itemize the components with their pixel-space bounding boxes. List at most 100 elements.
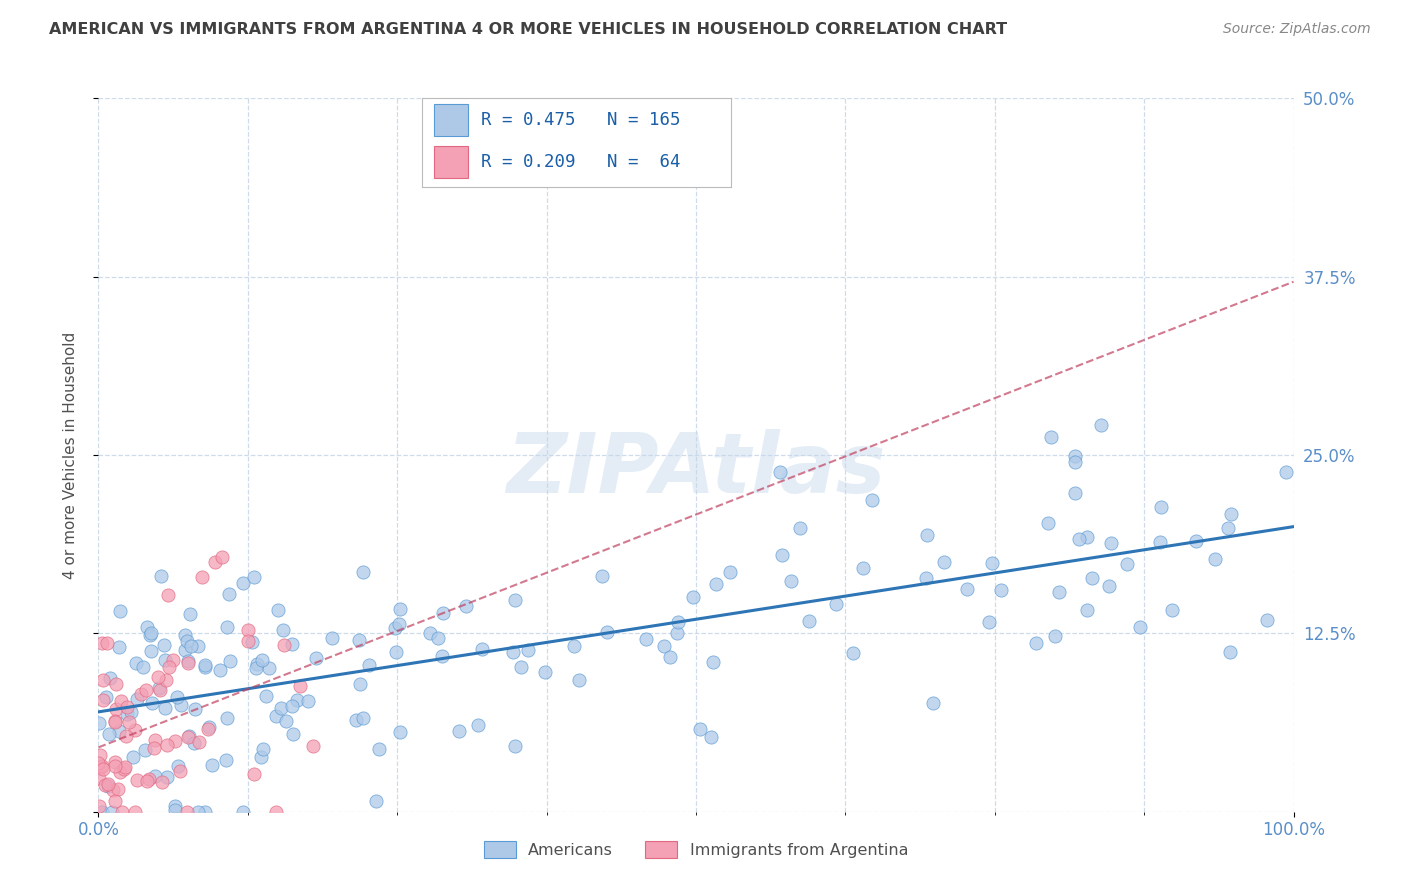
Point xyxy=(1047,585,1070,599)
Point xyxy=(104,793,127,807)
Point xyxy=(135,683,157,698)
Point xyxy=(297,694,319,708)
Point xyxy=(93,779,115,793)
Point xyxy=(367,742,389,756)
Y-axis label: 4 or more Vehicles in Household: 4 or more Vehicles in Household xyxy=(63,331,77,579)
Point xyxy=(259,660,281,674)
Point xyxy=(194,657,217,672)
Point xyxy=(243,767,266,781)
Point xyxy=(187,734,209,748)
Point xyxy=(287,693,309,707)
Point xyxy=(276,714,298,728)
Point xyxy=(215,711,238,725)
Point xyxy=(252,742,274,756)
Point xyxy=(173,628,195,642)
Point xyxy=(689,723,711,737)
Point xyxy=(184,701,207,715)
Point xyxy=(194,805,217,819)
Point xyxy=(177,730,200,744)
Point xyxy=(596,624,619,639)
Point xyxy=(165,798,187,813)
Point xyxy=(138,772,160,786)
Point xyxy=(146,670,169,684)
Point xyxy=(427,631,450,645)
Point xyxy=(114,760,136,774)
Point xyxy=(105,702,128,716)
Point xyxy=(789,521,811,535)
Point xyxy=(148,681,170,695)
Point xyxy=(245,660,267,674)
Point xyxy=(156,770,179,784)
Point xyxy=(108,764,131,779)
Point xyxy=(700,730,723,744)
Point xyxy=(502,645,524,659)
Point xyxy=(281,698,304,713)
Point xyxy=(447,723,470,738)
Point xyxy=(149,569,172,583)
Point xyxy=(120,706,142,720)
Point xyxy=(170,698,193,712)
Point xyxy=(250,750,273,764)
Point xyxy=(281,637,304,651)
Point xyxy=(352,711,374,725)
Point xyxy=(1185,534,1208,549)
Point xyxy=(129,688,152,702)
Point xyxy=(273,638,295,652)
Point xyxy=(141,696,163,710)
Point xyxy=(211,549,233,564)
Point xyxy=(366,794,388,808)
Point xyxy=(97,777,120,791)
Text: Source: ZipAtlas.com: Source: ZipAtlas.com xyxy=(1223,22,1371,37)
Point xyxy=(104,759,127,773)
Point xyxy=(562,639,585,653)
Point xyxy=(167,758,190,772)
Point xyxy=(91,762,114,776)
Point xyxy=(385,645,408,659)
Point xyxy=(509,660,531,674)
Point xyxy=(1063,449,1085,463)
Point xyxy=(432,606,454,620)
Point xyxy=(1216,520,1239,534)
Point xyxy=(155,738,177,752)
Point xyxy=(266,805,288,819)
Point xyxy=(271,623,294,637)
Point xyxy=(264,709,287,723)
Point xyxy=(344,713,367,727)
Point xyxy=(193,660,215,674)
Point xyxy=(842,646,865,660)
Point xyxy=(110,694,132,708)
Point xyxy=(118,714,141,729)
Point xyxy=(304,651,326,665)
Point xyxy=(163,734,186,748)
Point xyxy=(125,656,148,670)
Point xyxy=(169,764,191,779)
Point xyxy=(591,569,613,583)
Point xyxy=(979,615,1001,629)
Point xyxy=(389,724,412,739)
Point xyxy=(124,805,146,819)
Point xyxy=(1067,532,1090,546)
Point xyxy=(214,753,236,767)
Point xyxy=(467,717,489,731)
Point xyxy=(980,556,1002,570)
Point xyxy=(471,642,494,657)
Point xyxy=(176,634,198,648)
FancyBboxPatch shape xyxy=(434,104,468,136)
Point xyxy=(209,663,232,677)
Point xyxy=(143,733,166,747)
Point xyxy=(432,648,454,663)
Point xyxy=(197,722,219,736)
Point xyxy=(136,773,159,788)
Point xyxy=(218,587,240,601)
Point xyxy=(107,782,129,797)
Point xyxy=(860,492,883,507)
Point xyxy=(89,747,111,762)
Point xyxy=(1090,417,1112,432)
Point xyxy=(150,775,173,789)
Point xyxy=(101,783,124,797)
Point xyxy=(956,582,979,596)
Point xyxy=(254,690,277,704)
Point xyxy=(238,634,260,648)
Point xyxy=(141,626,163,640)
Point xyxy=(1274,465,1296,479)
